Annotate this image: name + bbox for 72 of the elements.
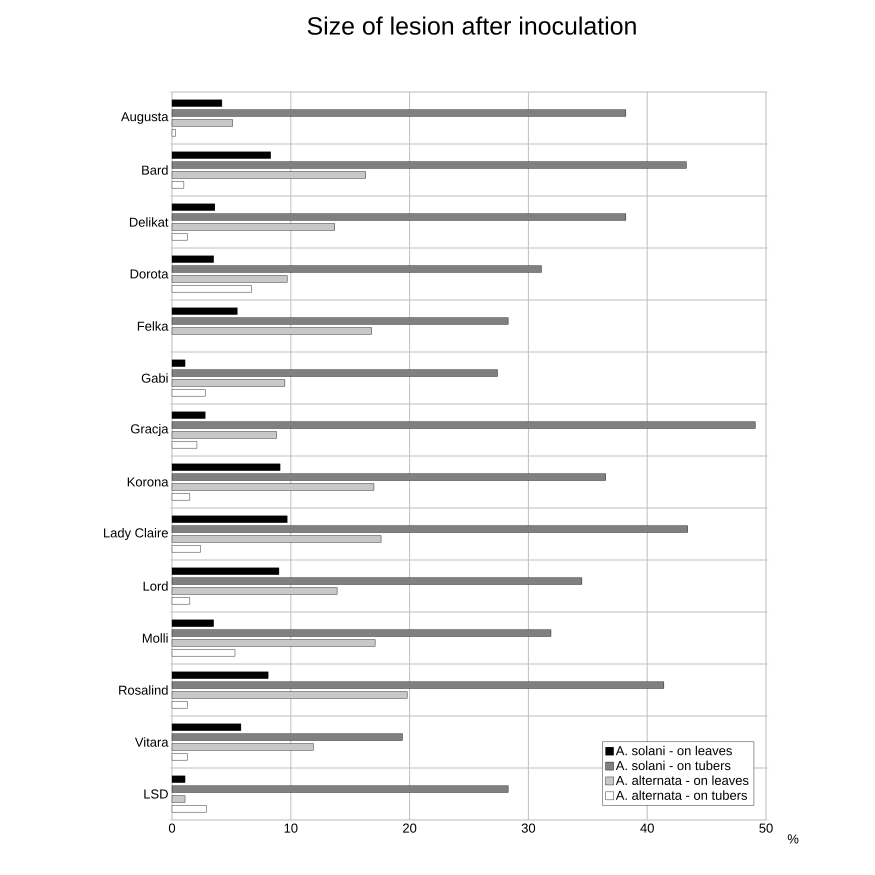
bar: [172, 213, 626, 221]
bar: [172, 421, 756, 429]
y-tick-label: Rosalind: [119, 685, 168, 695]
bar: [172, 285, 252, 292]
x-tick-label: 0: [168, 824, 176, 833]
y-tick-label: Dorota: [130, 269, 168, 279]
y-tick-label: Vitara: [134, 737, 168, 747]
bar: [172, 119, 233, 127]
x-tick-label: 40: [640, 824, 654, 833]
y-tick-label: Lord: [144, 581, 168, 591]
bar: [172, 379, 286, 387]
legend-label: A. alternata - on tubers: [616, 790, 748, 800]
bar: [172, 805, 207, 812]
y-tick-label: Bard: [142, 165, 168, 175]
bar: [172, 568, 280, 575]
y-tick-label: Molli: [142, 633, 168, 643]
bar: [172, 620, 214, 627]
y-tick-label: Korona: [128, 477, 168, 487]
x-tick-label: 50: [759, 824, 773, 833]
x-tick-label: 30: [522, 824, 536, 833]
bar: [172, 233, 188, 240]
bar: [172, 672, 268, 679]
x-tick-label: 10: [284, 824, 298, 833]
bar: [172, 317, 508, 325]
bar: [172, 389, 206, 396]
bar: [172, 629, 552, 637]
bar: [172, 473, 606, 481]
bar: [172, 649, 236, 656]
y-tick-label: Gabi: [142, 373, 168, 383]
legend-label: A. solani - on tubers: [616, 760, 730, 770]
bar: [172, 545, 201, 552]
bar: [172, 152, 271, 159]
bar: [172, 516, 288, 523]
bar: [172, 256, 214, 263]
bar: [172, 161, 687, 169]
y-tick-label: Felka: [138, 321, 168, 331]
bar: [172, 109, 626, 117]
bar: [172, 431, 277, 439]
bar: [172, 681, 664, 689]
x-tick-label: 20: [403, 824, 416, 833]
bar: [172, 369, 498, 377]
bar: [172, 129, 176, 136]
bar: [172, 308, 238, 315]
x-axis-title: %: [788, 834, 798, 844]
bar: [172, 493, 190, 500]
bar: [172, 776, 186, 783]
bar: [172, 701, 188, 708]
bar: [172, 753, 188, 760]
bar: [172, 181, 184, 188]
bar: [172, 275, 288, 283]
legend-label: A. alternata - on leaves: [616, 776, 748, 786]
bar: [172, 204, 215, 211]
bar: [172, 525, 688, 533]
bar: [172, 464, 280, 471]
bar: [172, 100, 222, 107]
bar: [172, 733, 403, 741]
legend-label: A. solani - on leaves: [616, 746, 732, 756]
y-tick-label: Delikat: [130, 217, 168, 227]
bar: [172, 441, 198, 448]
y-tick-label: Gracja: [130, 424, 168, 436]
y-tick-label: Augusta: [120, 112, 168, 124]
bar: [172, 597, 190, 604]
y-tick-label: LSD: [144, 789, 168, 799]
y-tick-label: Lady Claire: [104, 528, 168, 540]
bar: [172, 785, 508, 793]
bar: [172, 724, 242, 731]
chart-title: Size of lesion after inoculation: [308, 16, 636, 35]
bar: [172, 412, 206, 419]
bar: [172, 360, 186, 367]
bar: [172, 577, 582, 585]
bar: [172, 265, 542, 273]
bar: [172, 795, 186, 803]
